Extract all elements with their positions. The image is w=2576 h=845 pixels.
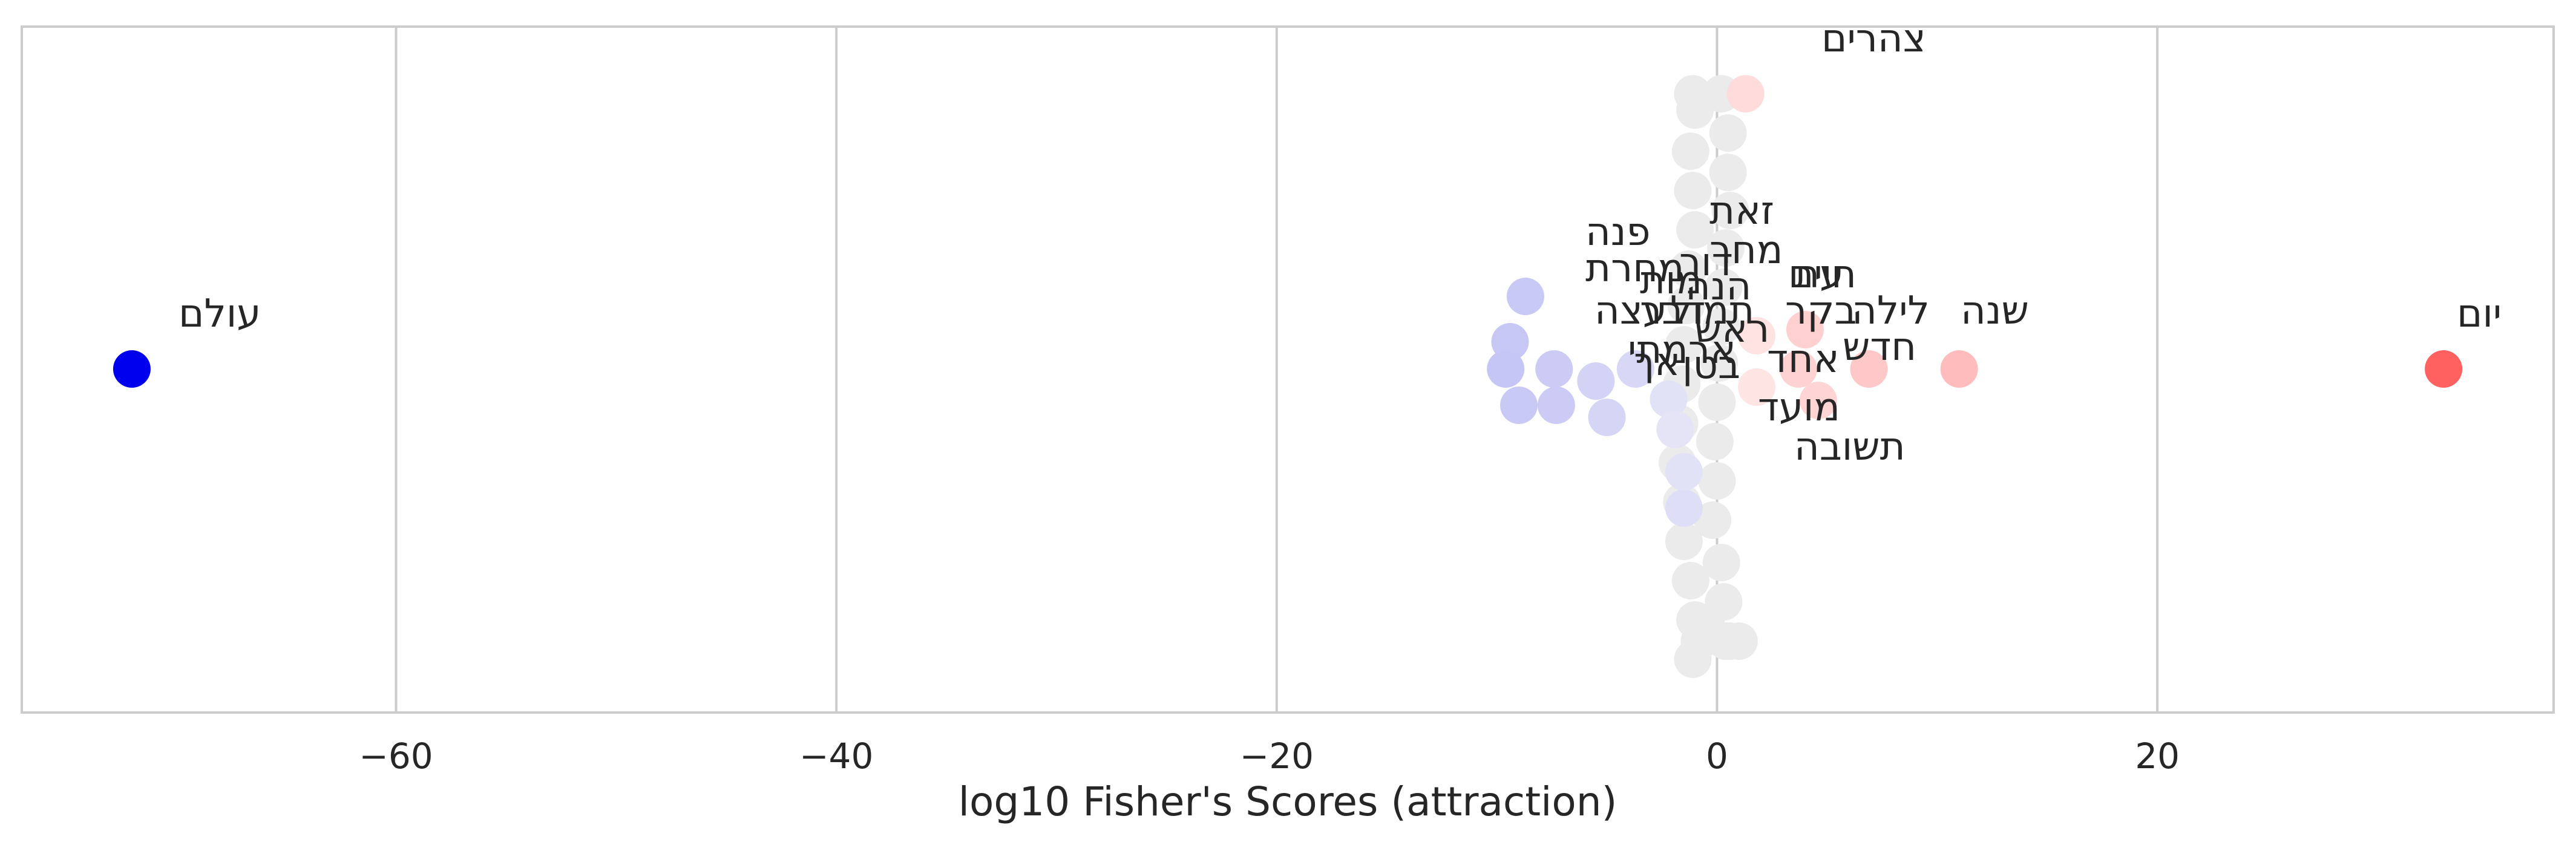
data-point-negative	[1487, 350, 1525, 388]
data-point-positive	[1737, 317, 1775, 354]
x-tick-label: −40	[799, 736, 873, 777]
point-label: זאת	[1709, 189, 1774, 233]
data-point-negative	[1535, 350, 1573, 388]
data-point-negative	[1537, 387, 1575, 424]
point-label: תמול	[1670, 289, 1754, 333]
x-tick-label: −60	[359, 736, 433, 777]
point-label: ארמתי	[1628, 328, 1736, 373]
data-point-positive	[1726, 75, 1765, 113]
data-point-positive	[1940, 350, 1978, 388]
point-label: דבר	[1640, 289, 1705, 333]
data-point-neutral	[1707, 229, 1745, 267]
point-label: צהרים	[1821, 16, 1926, 61]
data-point-neutral	[1709, 154, 1747, 191]
point-label: מחרת	[1585, 246, 1684, 291]
data-point-neutral	[1676, 211, 1714, 249]
point-label: פנה	[1585, 210, 1650, 255]
point-label: הנה	[1685, 264, 1751, 309]
data-point-neutral	[1674, 172, 1712, 209]
data-point-negative	[1577, 362, 1615, 400]
point-label: בטן	[1682, 343, 1740, 388]
data-point-neutral	[1694, 501, 1732, 539]
point-label: לילה	[1852, 289, 1930, 333]
data-point-neutral	[1671, 132, 1709, 170]
data-point-neutral	[1711, 622, 1749, 660]
point-label: יום	[2457, 292, 2502, 336]
data-point-negative	[1650, 380, 1688, 418]
point-label: דור	[1679, 240, 1733, 285]
x-axis-title: log10 Fisher's Scores (attraction)	[959, 778, 1617, 825]
data-point-negative	[1665, 489, 1703, 527]
data-point-negative	[1656, 411, 1694, 448]
data-point-neutral	[1700, 344, 1739, 382]
data-point-neutral	[1696, 423, 1734, 460]
point-label: עולם	[179, 292, 261, 336]
data-point-neutral	[1702, 544, 1740, 581]
point-labels: עולם יוםשנהלילהבקרחדשעתחייםאחדצהריםזאתמחר…	[179, 16, 2502, 469]
x-tick-label: −20	[1240, 736, 1314, 777]
data-point-neutral	[1670, 250, 1708, 288]
plot-frame	[21, 25, 2555, 714]
data-point-positive	[1786, 311, 1824, 348]
data-point-positive	[1799, 382, 1837, 419]
point-label: מחר	[1709, 228, 1783, 273]
data-point-neutral	[1698, 462, 1736, 500]
point-label: מועד	[1758, 385, 1840, 430]
point-label: בקר	[1785, 289, 1857, 333]
point-label: ראש	[1694, 307, 1769, 351]
x-tick-label: 20	[2135, 736, 2180, 777]
data-point-neutral	[1667, 287, 1705, 324]
data-point-neutral	[1665, 326, 1703, 364]
data-point-neutral	[1665, 523, 1703, 560]
data-point-neutral	[1711, 192, 1749, 229]
point-label: מות	[1640, 258, 1702, 303]
x-tick-labels: −60 −40 −20 0 20	[359, 736, 2180, 777]
data-point-negative	[1500, 387, 1538, 424]
point-label: עת	[1794, 252, 1844, 297]
point-label: תשובה	[1794, 425, 1906, 469]
data-point-neutral	[1705, 269, 1743, 306]
point-label: חדש	[1843, 325, 1916, 370]
data-point-neutral	[1702, 308, 1740, 345]
data-point-positive	[1737, 368, 1775, 406]
point-label: חיים	[1788, 252, 1857, 297]
data-point-neutral	[1709, 114, 1747, 152]
data-point-neutral	[1671, 562, 1709, 599]
data-point-negative	[1588, 399, 1626, 436]
point-label: אך	[1634, 340, 1680, 385]
data-point-neutral	[1676, 91, 1714, 129]
data-point-positive	[1780, 350, 1818, 388]
data-point-negative	[1665, 453, 1703, 491]
point-label: עצה	[1594, 289, 1667, 333]
data-point-strong-positive	[2425, 350, 2463, 388]
data-point-positive	[1850, 350, 1888, 388]
data-point-neutral	[1698, 383, 1736, 421]
data-point-negative	[1616, 350, 1654, 388]
x-tick-label: 0	[1706, 736, 1728, 777]
data-point-strong-negative	[113, 350, 151, 388]
point-label: שנה	[1961, 289, 2029, 333]
data-point-negative	[1506, 278, 1544, 315]
point-label: אחד	[1767, 337, 1840, 382]
plot-background	[22, 27, 2554, 713]
data-points	[113, 75, 2463, 678]
